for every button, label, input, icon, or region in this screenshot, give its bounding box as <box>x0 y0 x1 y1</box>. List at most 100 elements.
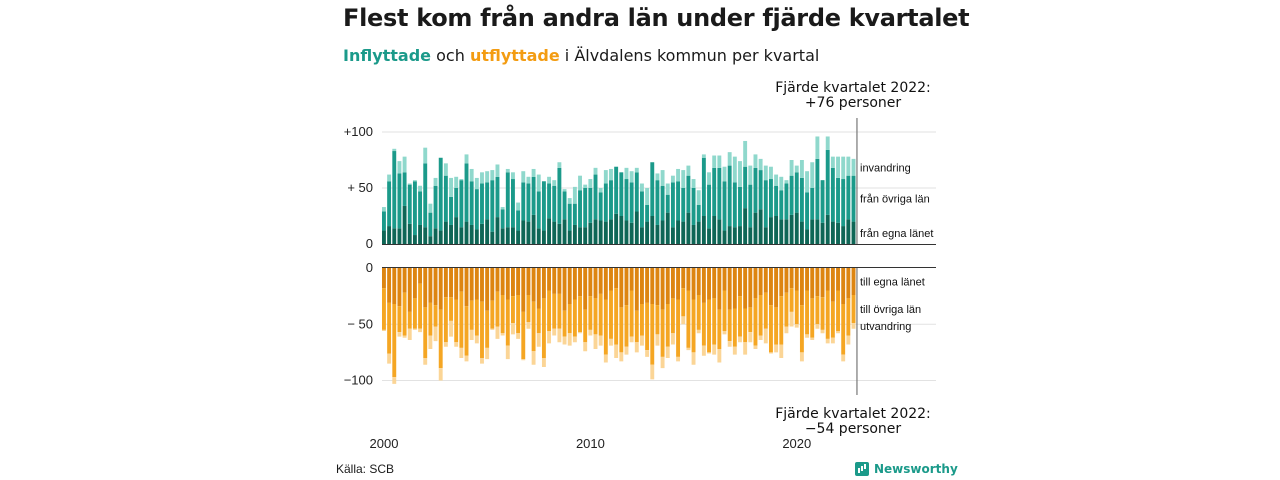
bar-utflyttade-utvandring <box>567 333 572 346</box>
bar-inflyttade-ovriga <box>810 188 815 220</box>
bar-inflyttade-ovriga <box>640 191 644 228</box>
bar-utflyttade-ovriga <box>454 299 459 343</box>
bar-inflyttade-ovriga <box>681 188 686 222</box>
bar-utflyttade-egna <box>830 268 835 302</box>
bar-inflyttade-ovriga <box>629 182 634 223</box>
bar-utflyttade-egna <box>521 268 526 312</box>
bar-utflyttade-utvandring <box>825 338 830 344</box>
bar-utflyttade-utvandring <box>696 329 701 334</box>
bar-inflyttade-ovriga <box>500 209 505 229</box>
bar-utflyttade-egna <box>799 268 804 306</box>
bar-utflyttade-ovriga <box>841 304 846 355</box>
xtick-label: 2020 <box>782 436 811 451</box>
bar-inflyttade-ovriga <box>382 211 386 231</box>
bar-utflyttade-egna <box>660 268 665 310</box>
bar-inflyttade-ovriga <box>670 182 675 228</box>
bar-inflyttade-egna <box>438 230 443 244</box>
bar-inflyttade-egna <box>567 230 572 244</box>
bar-utflyttade-ovriga <box>830 301 835 338</box>
bar-utflyttade-ovriga <box>541 298 546 358</box>
bar-inflyttade-egna <box>547 218 552 244</box>
bar-utflyttade-egna <box>758 268 763 295</box>
bar-inflyttade-ovriga <box>732 182 737 228</box>
bar-inflyttade-egna <box>562 219 567 244</box>
bar-inflyttade-ovriga <box>547 183 552 219</box>
bar-inflyttade-invandring <box>707 172 711 185</box>
bar-inflyttade-invandring <box>722 166 727 182</box>
bar-utflyttade-utvandring <box>799 352 804 362</box>
bar-inflyttade-invandring <box>640 183 644 192</box>
bar-utflyttade-ovriga <box>382 288 386 330</box>
bar-utflyttade-utvandring <box>526 322 531 329</box>
bar-inflyttade-egna <box>428 236 433 244</box>
bar-utflyttade-egna <box>485 268 490 311</box>
bar-inflyttade-egna <box>769 217 773 244</box>
bar-utflyttade-egna <box>603 268 608 300</box>
bar-utflyttade-ovriga <box>670 298 675 334</box>
bar-utflyttade-egna <box>779 268 784 297</box>
ytick-upper: 0 <box>366 236 373 251</box>
bar-inflyttade-invandring <box>469 168 474 182</box>
bar-utflyttade-egna <box>536 268 541 309</box>
bar-utflyttade-egna <box>609 268 613 291</box>
bar-utflyttade-utvandring <box>598 335 603 346</box>
bar-utflyttade-utvandring <box>769 352 773 354</box>
bar-inflyttade-ovriga <box>712 167 717 216</box>
bar-inflyttade-ovriga <box>392 151 397 229</box>
bar-inflyttade-ovriga <box>583 188 588 228</box>
bar-inflyttade-ovriga <box>841 179 846 227</box>
bar-inflyttade-ovriga <box>846 175 851 220</box>
bar-inflyttade-invandring <box>526 176 531 184</box>
bar-utflyttade-utvandring <box>645 350 650 357</box>
bar-inflyttade-egna <box>449 224 453 244</box>
bar-utflyttade-egna <box>474 268 479 300</box>
bar-utflyttade-utvandring <box>387 353 392 364</box>
bar-inflyttade-invandring <box>774 174 779 186</box>
bar-utflyttade-ovriga <box>397 306 402 333</box>
bar-utflyttade-utvandring <box>469 329 474 340</box>
bar-utflyttade-egna <box>707 268 711 300</box>
bar-inflyttade-egna <box>511 227 515 244</box>
bar-inflyttade-invandring <box>655 173 660 181</box>
bar-utflyttade-egna <box>774 268 779 308</box>
bar-utflyttade-egna <box>598 268 603 294</box>
bar-utflyttade-egna <box>634 268 639 311</box>
bar-inflyttade-ovriga <box>619 172 624 216</box>
bar-inflyttade-ovriga <box>567 203 572 231</box>
bar-utflyttade-egna <box>480 268 484 302</box>
bar-inflyttade-ovriga <box>474 189 479 230</box>
bar-inflyttade-ovriga <box>464 163 469 222</box>
bar-inflyttade-invandring <box>567 198 572 204</box>
bar-inflyttade-ovriga <box>443 175 448 222</box>
bar-inflyttade-invandring <box>851 158 856 176</box>
bar-utflyttade-ovriga <box>480 301 484 358</box>
bar-utflyttade-ovriga <box>640 304 644 336</box>
bar-utflyttade-egna <box>572 268 577 300</box>
bar-utflyttade-egna <box>402 268 407 293</box>
bar-utflyttade-utvandring <box>480 358 484 364</box>
bar-inflyttade-invandring <box>841 156 846 180</box>
bar-utflyttade-egna <box>681 268 686 289</box>
bar-inflyttade-egna <box>614 213 619 244</box>
bar-utflyttade-utvandring <box>407 328 412 340</box>
bar-inflyttade-invandring <box>443 163 448 176</box>
bar-inflyttade-invandring <box>712 155 717 168</box>
bar-utflyttade-ovriga <box>433 305 438 327</box>
ytick-lower: − 50 <box>347 316 373 331</box>
bar-utflyttade-egna <box>526 268 531 295</box>
bar-inflyttade-invandring <box>547 176 552 184</box>
bar-utflyttade-utvandring <box>588 329 593 336</box>
bar-inflyttade-invandring <box>412 180 417 182</box>
bar-inflyttade-invandring <box>681 170 686 188</box>
bar-utflyttade-ovriga <box>449 297 453 321</box>
bar-inflyttade-egna <box>825 214 830 244</box>
bar-inflyttade-ovriga <box>696 204 701 222</box>
bar-utflyttade-egna <box>547 268 552 291</box>
bar-utflyttade-ovriga <box>681 288 686 317</box>
bar-utflyttade-utvandring <box>443 342 448 347</box>
bar-inflyttade-ovriga <box>758 170 763 210</box>
bar-utflyttade-ovriga <box>676 299 681 357</box>
bar-utflyttade-ovriga <box>521 311 526 360</box>
bar-inflyttade-ovriga <box>748 184 753 228</box>
bar-utflyttade-egna <box>567 268 572 304</box>
